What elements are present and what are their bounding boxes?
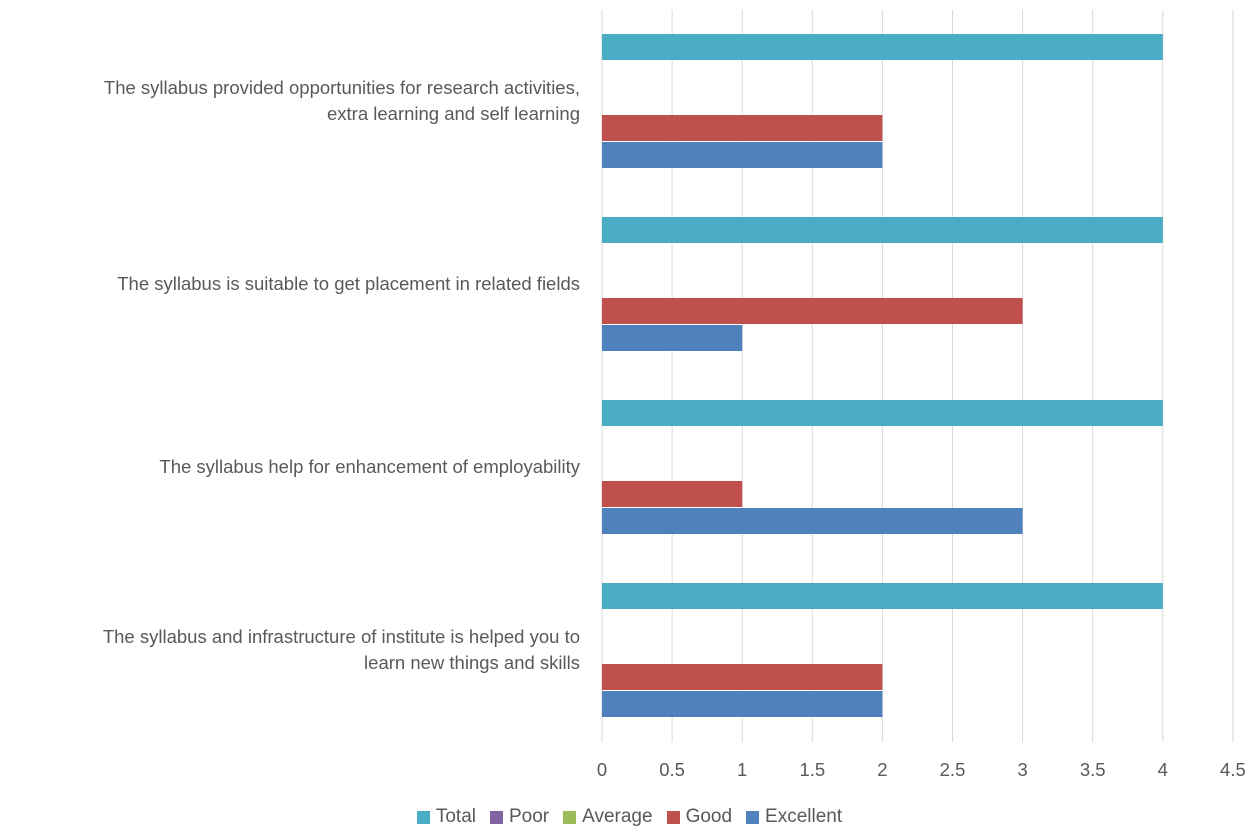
bar-good: [602, 115, 883, 141]
bar-excellent: [602, 325, 743, 351]
legend-label: Excellent: [765, 806, 843, 827]
bar-good: [602, 664, 883, 690]
x-tick-label: 2.5: [940, 759, 966, 780]
x-tick-label: 3: [1017, 759, 1027, 780]
legend-swatch: [666, 810, 680, 824]
x-tick-label: 3.5: [1080, 759, 1106, 780]
category-label: The syllabus help for enhancement of emp…: [0, 454, 580, 480]
bar-good: [602, 298, 1023, 324]
category-label: The syllabus provided opportunities for …: [0, 75, 580, 127]
category-label-line: learn new things and skills: [364, 651, 580, 673]
legend-item-good: Good: [666, 806, 733, 828]
category-label-line: The syllabus and infrastructure of insti…: [102, 625, 580, 647]
category-label: The syllabus is suitable to get placemen…: [0, 271, 580, 297]
bar-excellent: [602, 508, 1023, 534]
chart-plot-area: 0 0.5 1 1.5 2 2.5 3 3.5 4 4.5: [597, 10, 1246, 780]
bar-total: [602, 400, 1163, 426]
chart-legend: Total Poor Average Good Excellent: [0, 806, 1259, 828]
category-label: The syllabus and infrastructure of insti…: [0, 624, 580, 676]
legend-label: Poor: [508, 806, 550, 827]
legend-swatch: [746, 810, 760, 824]
x-tick-label: 1.5: [799, 759, 825, 780]
category-label-line: The syllabus provided opportunities for …: [103, 76, 580, 98]
legend-item-poor: Poor: [489, 806, 550, 828]
x-tick-label: 4: [1158, 759, 1168, 780]
legend-swatch: [563, 810, 577, 824]
x-tick-label: 4.5: [1220, 759, 1246, 780]
bar-good: [602, 481, 743, 507]
legend-label: Average: [582, 806, 653, 827]
x-tick-label: 0: [597, 759, 607, 780]
bar-total: [602, 217, 1163, 243]
legend-swatch: [489, 810, 503, 824]
bar-total: [602, 34, 1163, 60]
legend-label: Good: [685, 806, 733, 827]
bar-total: [602, 583, 1163, 609]
bar-excellent: [602, 691, 883, 717]
x-tick-label: 1: [737, 759, 747, 780]
x-tick-label: 2: [877, 759, 887, 780]
legend-item-average: Average: [563, 806, 653, 828]
x-tick-label: 0.5: [659, 759, 685, 780]
legend-label: Total: [435, 806, 476, 827]
legend-item-total: Total: [416, 806, 476, 828]
category-label-line: The syllabus is suitable to get placemen…: [117, 272, 580, 294]
bar-excellent: [602, 142, 883, 168]
legend-item-excellent: Excellent: [746, 806, 842, 828]
category-label-line: extra learning and self learning: [327, 102, 580, 124]
category-label-line: The syllabus help for enhancement of emp…: [159, 455, 580, 477]
legend-swatch: [416, 810, 430, 824]
